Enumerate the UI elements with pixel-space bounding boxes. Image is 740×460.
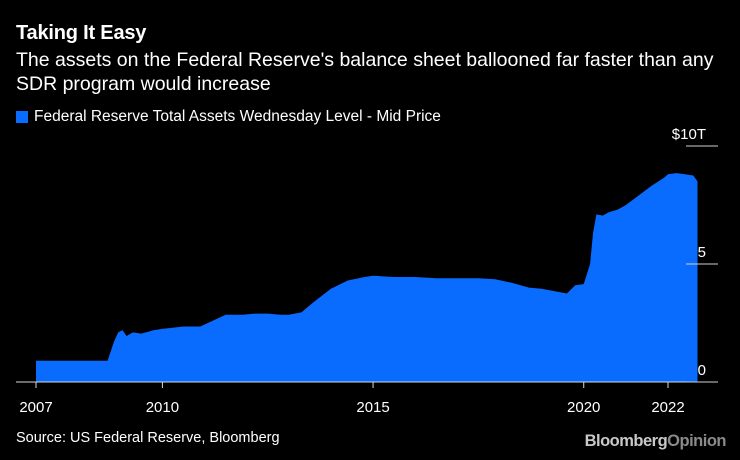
- brand-suffix: Opinion: [667, 432, 726, 450]
- x-tick-label-2022: 2022: [651, 399, 684, 416]
- y-tick-label-5: 5: [698, 244, 706, 261]
- chart-subtitle: The assets on the Federal Reserve's bala…: [16, 49, 714, 95]
- legend: Federal Reserve Total Assets Wednesday L…: [16, 108, 441, 126]
- legend-swatch: [16, 111, 28, 123]
- chart-title: Taking It Easy: [16, 22, 147, 44]
- x-tick-label-2010: 2010: [146, 399, 179, 416]
- y-tick-label-0: 0: [698, 362, 706, 379]
- series-area-0: [36, 173, 698, 382]
- brand-logo: BloombergOpinion: [584, 432, 727, 451]
- legend-label: Federal Reserve Total Assets Wednesday L…: [34, 108, 441, 125]
- x-tick-label-2015: 2015: [356, 399, 389, 416]
- brand-name: Bloomberg: [584, 432, 668, 450]
- y-tick-label-10: $10T: [672, 126, 706, 143]
- x-tick-label-2020: 2020: [567, 399, 600, 416]
- source-note: Source: US Federal Reserve, Bloomberg: [16, 430, 280, 446]
- x-tick-label-2007: 2007: [19, 399, 52, 416]
